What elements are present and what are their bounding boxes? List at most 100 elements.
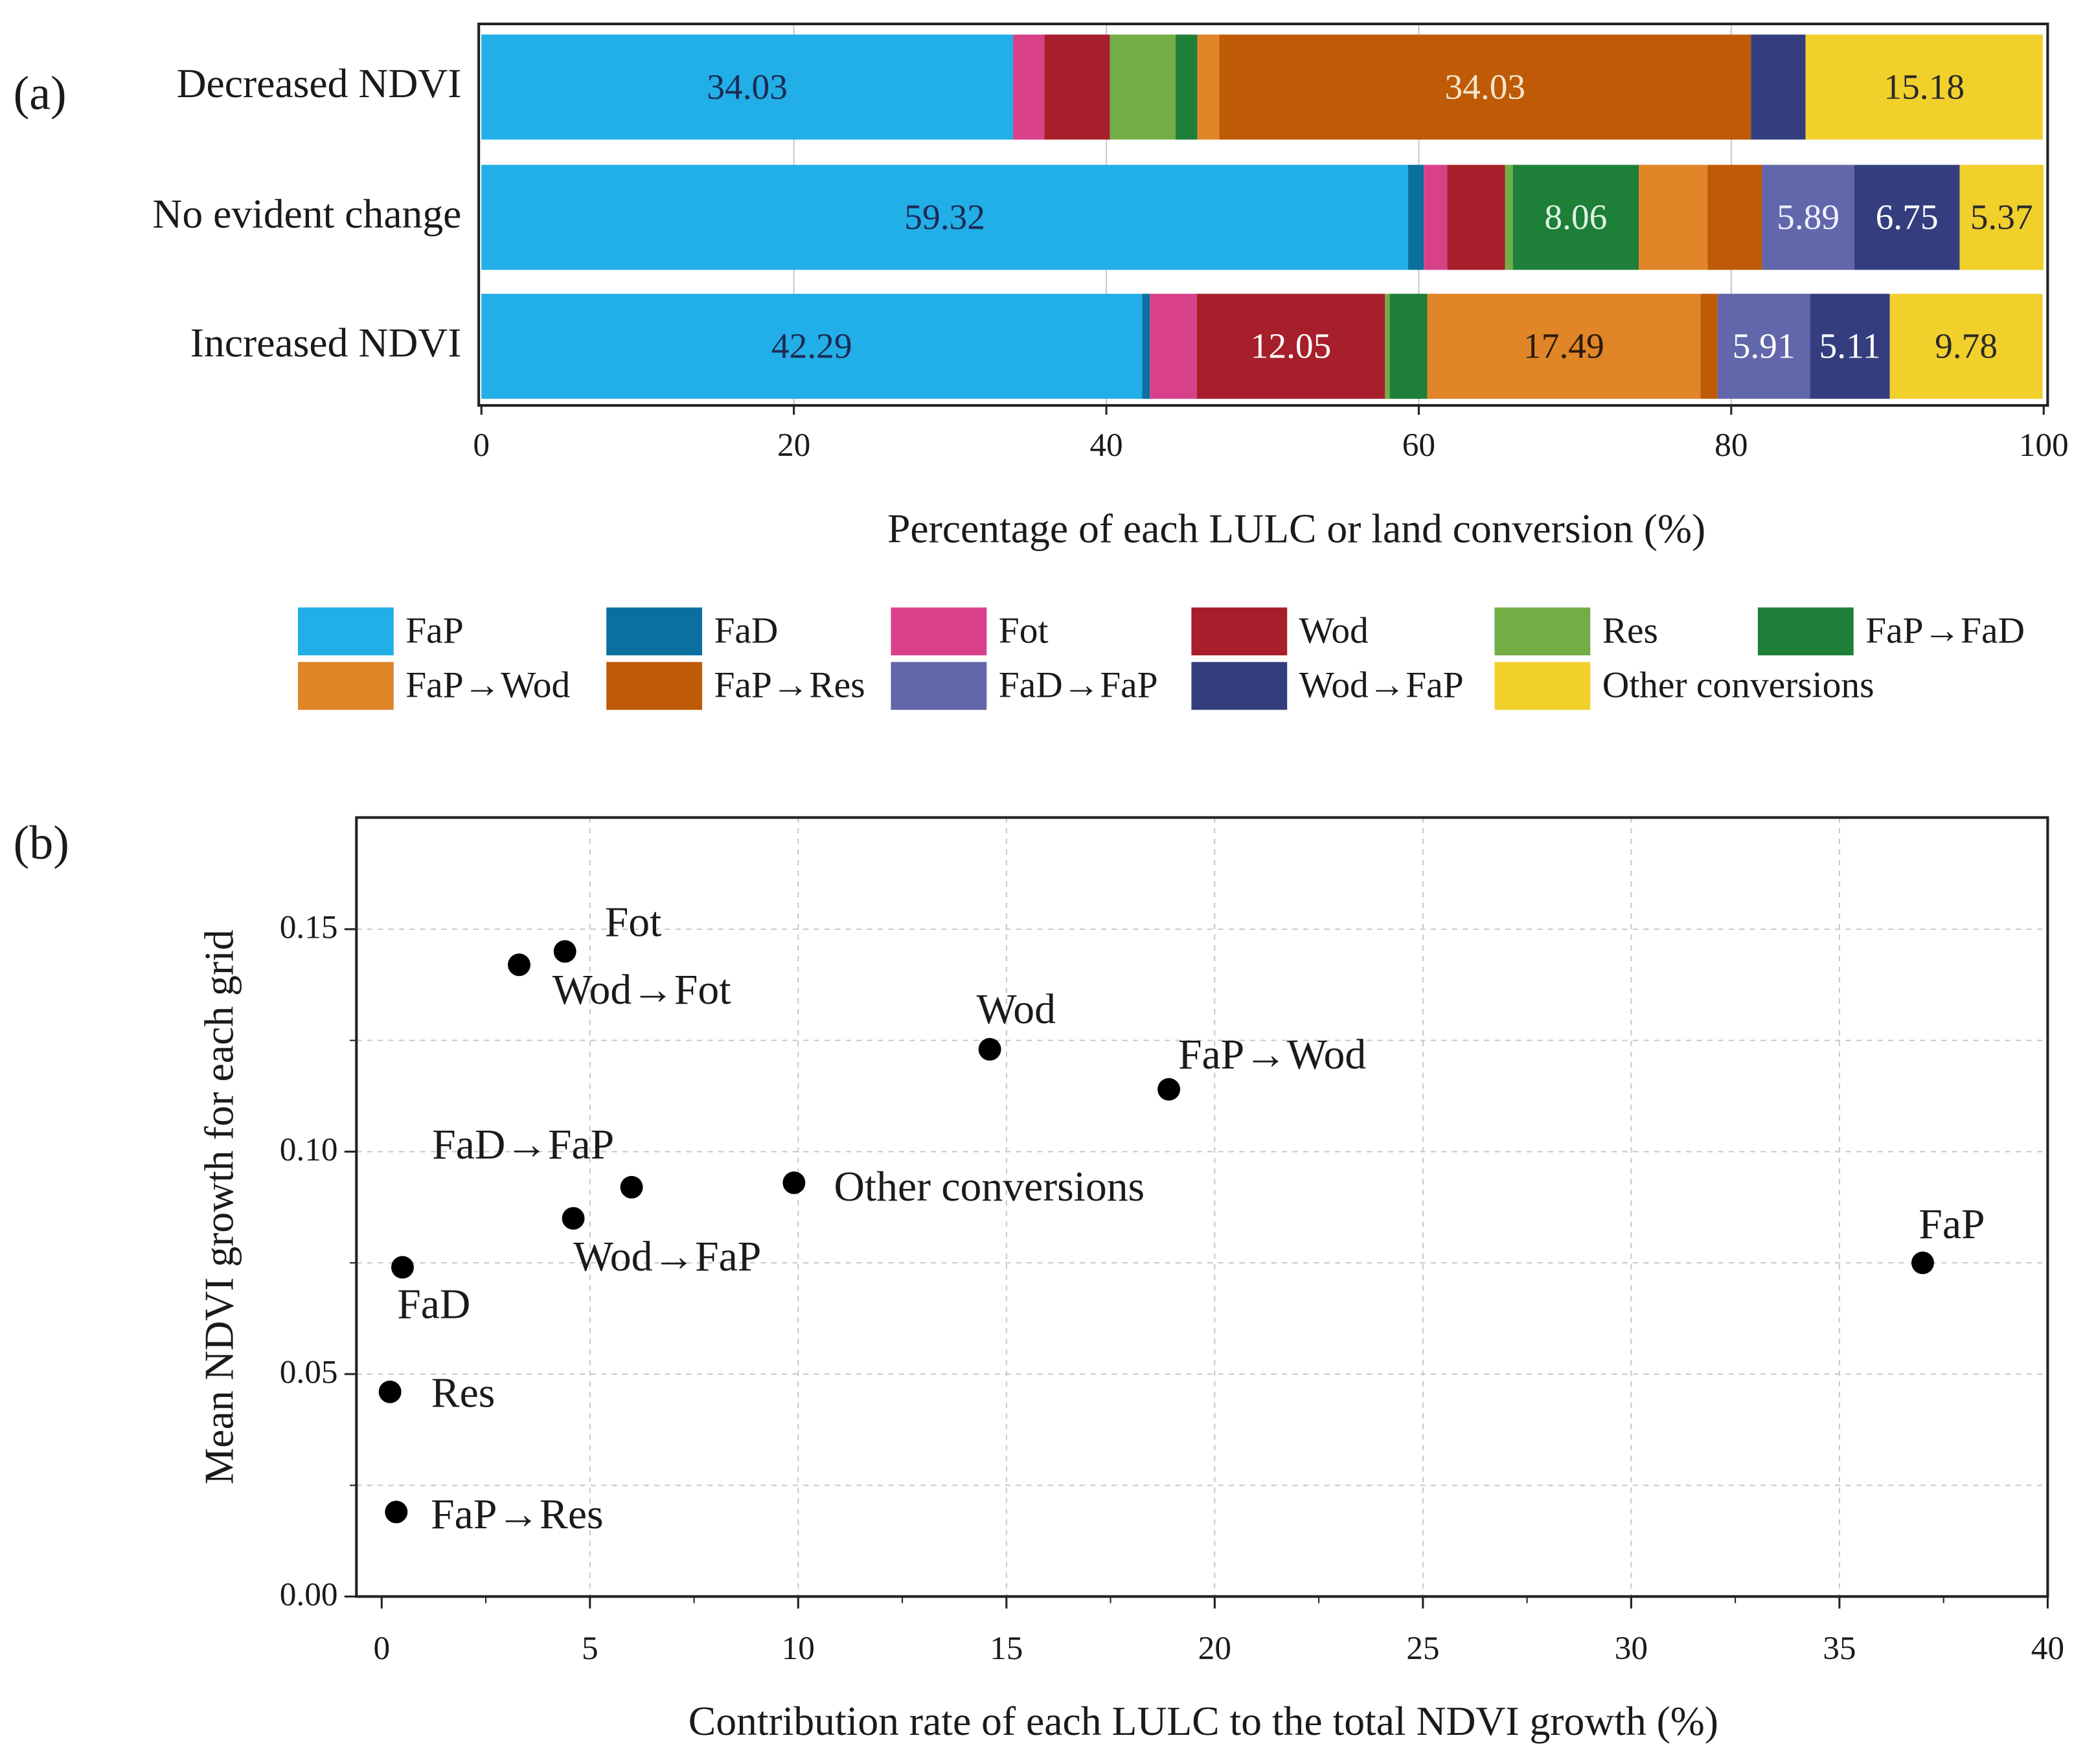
panel-a-bar-chart: (a) Percentage of each LULC or land conv… bbox=[14, 22, 2069, 552]
legend-label: Other conversions bbox=[1602, 665, 1874, 706]
panel-a-label: (a) bbox=[14, 66, 67, 119]
x-tick-label: 100 bbox=[2019, 427, 2069, 464]
legend-swatch bbox=[606, 607, 702, 656]
panel-b-scatter-chart: (b) Contribution rate of each LULC to th… bbox=[14, 816, 2064, 1744]
bar-segment bbox=[1408, 164, 1424, 270]
scatter-point bbox=[782, 1171, 806, 1194]
bar-segment bbox=[1142, 293, 1150, 399]
scatter-point bbox=[391, 1256, 414, 1279]
x-tick-label: 35 bbox=[1823, 1630, 1856, 1667]
plot-frame bbox=[355, 816, 2049, 1598]
bar-segment bbox=[1389, 293, 1428, 399]
x-tick-label: 80 bbox=[1715, 427, 1748, 464]
legend-item: Wod bbox=[1191, 607, 1369, 656]
x-tick-label: 60 bbox=[1402, 427, 1435, 464]
data-label: 5.37 bbox=[1970, 197, 2033, 236]
legend-label: FaP→Res bbox=[714, 665, 865, 706]
bar-segment bbox=[1150, 293, 1197, 399]
scatter-point bbox=[553, 940, 576, 963]
legend-swatch bbox=[297, 662, 394, 710]
legend-swatch bbox=[1757, 607, 1854, 656]
scatter-point bbox=[508, 953, 530, 977]
category-label: Increased NDVI bbox=[190, 319, 462, 365]
legend-item: Fot bbox=[891, 607, 1048, 656]
legend-swatch bbox=[297, 607, 394, 656]
data-label: 5.11 bbox=[1819, 326, 1881, 366]
legend-item: Other conversions bbox=[1494, 662, 1874, 710]
legend-swatch bbox=[1494, 607, 1591, 656]
legend-label: FaP bbox=[405, 610, 463, 651]
bar-segment bbox=[481, 34, 1014, 140]
x-tick-label: 10 bbox=[782, 1630, 815, 1667]
bar-segment bbox=[1197, 34, 1220, 140]
legend-label: FaD bbox=[714, 610, 778, 651]
panel-b-label: (b) bbox=[14, 816, 69, 869]
point-label: Fot bbox=[605, 898, 662, 945]
panel-b-xlabel: Contribution rate of each LULC to the to… bbox=[689, 1698, 1718, 1744]
bar-segment bbox=[1427, 293, 1701, 399]
bar-segment bbox=[1385, 293, 1390, 399]
point-label: FaP→Res bbox=[431, 1491, 603, 1538]
legend-label: FaP→FaD bbox=[1865, 610, 2025, 651]
x-tick-label: 25 bbox=[1406, 1630, 1439, 1667]
y-tick-label: 0.05 bbox=[280, 1354, 338, 1391]
bar-segment bbox=[1424, 164, 1448, 270]
point-label: Res bbox=[431, 1370, 496, 1417]
legend-item: FaP bbox=[297, 607, 464, 656]
bar-segment bbox=[1512, 164, 1639, 270]
point-label: FaD→FaP bbox=[432, 1121, 614, 1168]
bar-segment bbox=[1805, 34, 2043, 140]
scatter-point bbox=[378, 1380, 402, 1403]
data-label: 42.29 bbox=[771, 326, 852, 366]
legend-item: FaP→Wod bbox=[297, 662, 571, 710]
legend-swatch bbox=[1494, 662, 1591, 710]
x-tick-label: 0 bbox=[473, 427, 490, 464]
legend-label: Res bbox=[1602, 610, 1658, 651]
scatter-point bbox=[1911, 1251, 1934, 1274]
bar-segment bbox=[1854, 164, 1960, 270]
x-tick-label: 20 bbox=[1198, 1630, 1231, 1667]
bar-segment bbox=[1959, 164, 2044, 270]
data-label: 8.06 bbox=[1544, 197, 1607, 236]
category-label: Decreased NDVI bbox=[177, 60, 462, 106]
bar-segment bbox=[1044, 34, 1110, 140]
panel-b-ylabel: Mean NDVI growth for each grid bbox=[196, 929, 242, 1484]
data-label: 6.75 bbox=[1876, 197, 1939, 236]
x-tick-label: 5 bbox=[582, 1630, 598, 1667]
x-tick-label: 40 bbox=[2031, 1630, 2064, 1667]
legend-label: Wod bbox=[1299, 610, 1369, 651]
legend-item: FaD bbox=[606, 607, 778, 656]
legend-item: FaP→FaD bbox=[1757, 607, 2025, 656]
bar-segment bbox=[1751, 34, 1806, 140]
data-label: 12.05 bbox=[1251, 326, 1332, 366]
y-tick-label: 0.10 bbox=[280, 1131, 338, 1168]
point-label: Wod→FaP bbox=[573, 1233, 761, 1280]
bar-segment bbox=[1447, 164, 1505, 270]
legend-swatch bbox=[891, 662, 987, 710]
data-label: 9.78 bbox=[1935, 326, 1998, 366]
legend-swatch bbox=[891, 607, 987, 656]
y-tick-label: 0.15 bbox=[280, 909, 338, 946]
legend-item: Wod→FaP bbox=[1191, 662, 1464, 710]
bar-segment bbox=[1505, 164, 1513, 270]
point-label: FaP→Wod bbox=[1178, 1031, 1366, 1078]
point-label: FaP bbox=[1919, 1201, 1985, 1248]
bar-segment bbox=[1810, 293, 1890, 399]
panel-a-xlabel: Percentage of each LULC or land conversi… bbox=[887, 506, 1705, 552]
bar-segment bbox=[481, 293, 1143, 399]
data-label: 34.03 bbox=[707, 67, 788, 106]
scatter-point bbox=[562, 1206, 585, 1230]
bar-segment bbox=[1717, 293, 1810, 399]
bar-segment bbox=[1700, 293, 1718, 399]
bar-segment bbox=[1639, 164, 1708, 270]
data-label: 34.03 bbox=[1444, 67, 1525, 106]
y-tick-label: 0.00 bbox=[280, 1576, 338, 1613]
point-label: Wod bbox=[977, 986, 1056, 1033]
scatter-point bbox=[978, 1037, 1001, 1061]
legend-item: FaP→Res bbox=[606, 662, 865, 710]
data-label: 15.18 bbox=[1884, 67, 1965, 106]
bar-segment bbox=[1889, 293, 2043, 399]
bar-segment bbox=[1707, 164, 1762, 270]
point-label: Wod→Fot bbox=[553, 966, 731, 1013]
